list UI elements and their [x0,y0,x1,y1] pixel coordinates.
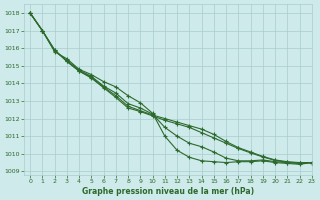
X-axis label: Graphe pression niveau de la mer (hPa): Graphe pression niveau de la mer (hPa) [82,187,254,196]
